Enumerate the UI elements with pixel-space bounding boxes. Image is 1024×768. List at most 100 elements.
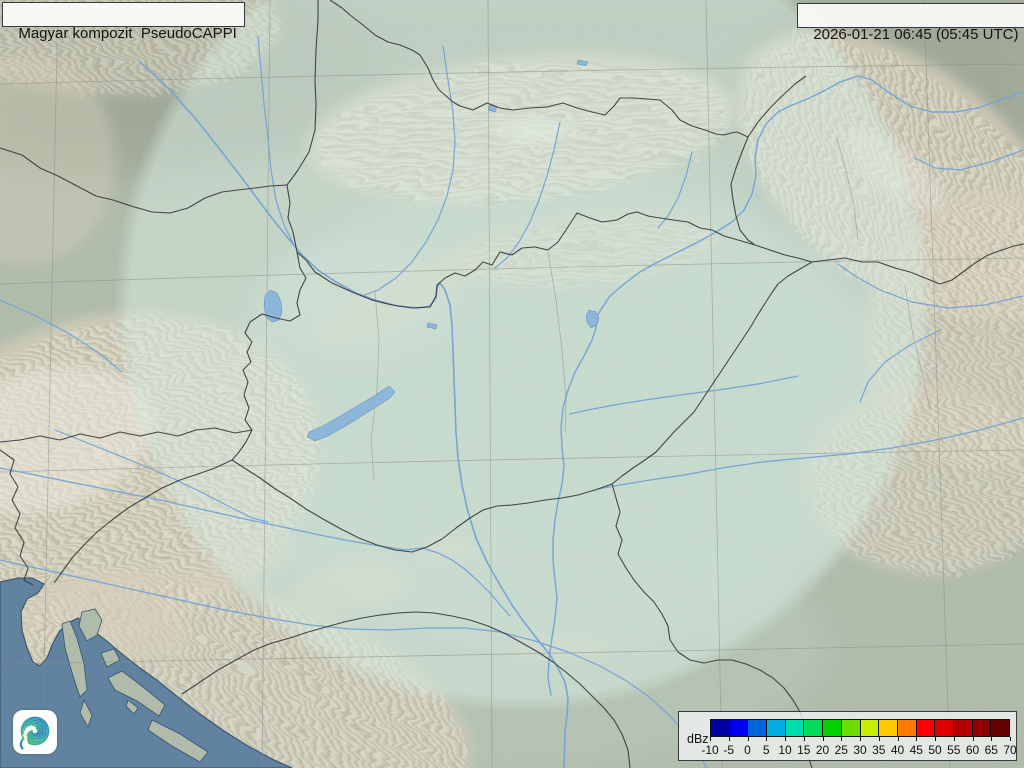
legend-tick: [991, 737, 993, 741]
border-at-si: [0, 427, 253, 443]
river-tisza: [547, 75, 1023, 696]
lake-velence: [426, 322, 438, 330]
legend-tick-label: 25: [834, 743, 848, 757]
legend-tick: [747, 737, 749, 741]
border-sk-ua: [730, 136, 756, 246]
border-hu-sk: [296, 211, 756, 309]
legend-color-cell: [729, 720, 749, 736]
legend-tick-label: 45: [909, 743, 923, 757]
legend-tick: [710, 737, 711, 741]
legend-tick-label: 0: [744, 743, 751, 757]
border-hu-ro: [611, 261, 813, 485]
river-hron: [494, 121, 561, 269]
legend-color-cell: [935, 720, 954, 736]
legend-color-cell: [767, 720, 786, 736]
legend-tick: [822, 737, 824, 741]
legend-tick-label: 5: [762, 743, 770, 757]
legend-ticks: [710, 737, 1011, 742]
border-cz-sk: [286, 0, 319, 186]
product-title: Magyar kompozit PseudoCAPPI: [18, 25, 237, 42]
legend-tick: [916, 737, 918, 741]
legend-tick-label: 30: [853, 743, 867, 757]
legend-color-cell: [748, 720, 768, 736]
border-pl-ua: [747, 75, 807, 138]
legend-colorbar: [710, 719, 1010, 737]
legend-tick-label: -10: [701, 743, 719, 757]
legend-tick-label: -5: [723, 743, 735, 757]
border-si-hr: [53, 459, 233, 584]
lakes: [263, 59, 600, 442]
border-it-si: [0, 449, 34, 586]
river-mura: [54, 429, 269, 523]
river-mures-trib: [859, 329, 941, 403]
river-vah: [361, 45, 456, 297]
legend-tick-label: 40: [890, 743, 905, 757]
legend-color-cell: [804, 720, 824, 736]
legend-tick-label: 55: [947, 743, 961, 757]
river-morava: [257, 35, 294, 244]
border-hr-ba: [181, 611, 631, 768]
border-hu-hr-rs: [231, 459, 613, 553]
legend-color-cell: [879, 720, 898, 736]
legend-tick-label: 20: [815, 743, 830, 757]
river-koros: [569, 375, 799, 415]
timestamp: 2026-01-21 06:45 (05:45 UTC): [813, 26, 1019, 43]
legend-tick: [953, 737, 955, 741]
border-hu-si: [231, 429, 253, 461]
river-transylvania: [914, 149, 1024, 171]
dbz-unit-label: dBz: [687, 732, 709, 746]
legend-color-cell: [860, 720, 880, 736]
river-sava: [0, 559, 707, 768]
legend-color-cell: [897, 720, 917, 736]
river-mures: [597, 417, 1024, 490]
border-rs-ro: [611, 483, 813, 768]
legend-tick: [803, 737, 805, 741]
legend-tick: [935, 737, 936, 741]
dbz-legend: dBz -10 -5 0 5 10 15 20 25 30 35 40 45 50 55 60 65 70: [678, 711, 1017, 761]
legend-color-cell: [841, 720, 861, 736]
admin-boundaries: [370, 137, 931, 481]
timestamp-box: 2026-01-21 06:45 (05:45 UTC): [797, 3, 1024, 43]
lake-liptovska: [576, 59, 589, 67]
river-somes: [837, 263, 1024, 309]
border-hu-ua: [754, 244, 813, 263]
legend-color-cell: [953, 720, 973, 736]
legend-color-cell: [991, 720, 1009, 736]
legend-tick-label: 65: [984, 743, 998, 757]
legend-tick: [841, 737, 843, 741]
border-sk-pl: [329, 0, 749, 138]
river-drava: [0, 467, 511, 617]
legend-tick-label: 15: [797, 743, 811, 757]
lake-neusiedl: [263, 289, 283, 323]
legend-tick-label: 10: [778, 743, 792, 757]
legend-color-cell: [711, 720, 730, 736]
river-bodrog: [657, 151, 693, 229]
lake-balaton: [306, 385, 396, 442]
legend-tick-label: 60: [965, 743, 980, 757]
legend-tick: [766, 737, 768, 741]
legend-tick: [860, 737, 861, 741]
legend-color-cell: [823, 720, 842, 736]
legend-color-cell: [972, 720, 992, 736]
legend-tick: [1010, 737, 1011, 741]
legend-color-cell: [785, 720, 805, 736]
legend-tick: [785, 737, 786, 741]
legend-tick: [972, 737, 974, 741]
product-title-box: Magyar kompozit PseudoCAPPI: [2, 2, 245, 42]
border-cz-at: [0, 147, 288, 214]
border-at-hu: [242, 251, 307, 431]
legend-tick-label: 50: [928, 743, 942, 757]
legend-tick: [878, 737, 880, 741]
legend-tick-label: 35: [872, 743, 886, 757]
river-alpine: [0, 299, 123, 373]
legend-tick-labels: -10 -5 0 5 10 15 20 25 30 35 40 45 50 55 60 65 70: [701, 743, 1016, 757]
weather-service-logo: [13, 710, 57, 754]
border-ua-ro: [811, 243, 1024, 285]
legend-tick: [897, 737, 899, 741]
legend-tick: [728, 737, 730, 741]
legend-color-cell: [916, 720, 936, 736]
legend-tick-label: 70: [1003, 743, 1017, 757]
